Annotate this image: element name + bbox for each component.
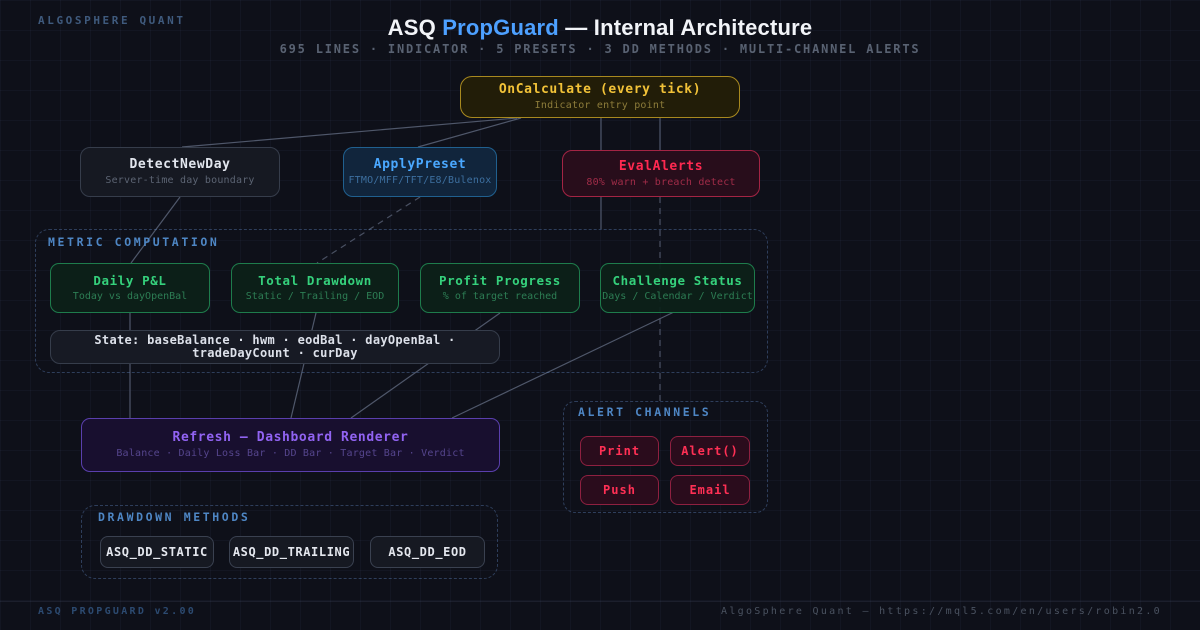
dd-method-trailing-chip[interactable]: ASQ_DD_TRAILING — [229, 536, 354, 568]
state-variables-box: State: baseBalance · hwm · eodBal · dayO… — [50, 330, 500, 364]
node-daily-pnl-subtitle: Today vs dayOpenBal — [72, 291, 188, 302]
page-title: ASQ PropGuard — Internal Architecture — [0, 15, 1200, 41]
node-applypreset-title: ApplyPreset — [373, 157, 467, 172]
metric-computation-label: METRIC COMPUTATION — [48, 235, 220, 249]
state-variables-text: State: baseBalance · hwm · eodBal · dayO… — [94, 332, 456, 360]
node-total-drawdown: Total Drawdown Static / Trailing / EOD — [231, 263, 399, 313]
footer-version: ASQ PROPGUARD v2.00 — [38, 606, 197, 617]
connector-detectnewday-dailypnl — [130, 196, 181, 264]
node-refresh-subtitle: Balance · Daily Loss Bar · DD Bar · Targ… — [116, 448, 465, 459]
title-prefix: ASQ — [387, 15, 443, 40]
node-profit-progress-title: Profit Progress — [439, 273, 561, 288]
node-total-drawdown-title: Total Drawdown — [258, 273, 372, 288]
node-challenge-status-title: Challenge Status — [612, 273, 743, 288]
alert-channel-alert-button[interactable]: Alert() — [670, 436, 750, 466]
alert-channel-email-button[interactable]: Email — [670, 475, 750, 505]
alert-channels-label: ALERT CHANNELS — [578, 405, 712, 419]
node-detectnewday: DetectNewDay Server-time day boundary — [80, 147, 280, 197]
node-challenge-status: Challenge Status Days / Calendar / Verdi… — [600, 263, 755, 313]
footer-divider — [0, 601, 1200, 602]
dd-method-static-chip[interactable]: ASQ_DD_STATIC — [100, 536, 214, 568]
drawdown-methods-label: DRAWDOWN METHODS — [98, 510, 251, 524]
node-challenge-status-subtitle: Days / Calendar / Verdict — [602, 291, 753, 302]
title-suffix: — Internal Architecture — [558, 15, 813, 40]
stats-subtitle: 695 LINES · INDICATOR · 5 PRESETS · 3 DD… — [279, 42, 921, 56]
alert-channels-section — [563, 401, 768, 513]
node-oncalculate-title: OnCalculate (every tick) — [498, 82, 702, 97]
node-profit-progress: Profit Progress % of target reached — [420, 263, 580, 313]
node-daily-pnl-title: Daily P&L — [93, 273, 167, 288]
alert-channel-print-button[interactable]: Print — [580, 436, 659, 466]
node-evalalerts-title: EvalAlerts — [618, 158, 704, 174]
node-detectnewday-title: DetectNewDay — [129, 157, 231, 172]
connector-oncalculate-detectnewday — [181, 117, 518, 148]
footer-credit-url: AlgoSphere Quant — https://mql5.com/en/u… — [721, 606, 1162, 617]
node-applypreset: ApplyPreset FTMO/MFF/TFT/E8/Bulenox — [343, 147, 497, 197]
alert-channel-push-button[interactable]: Push — [580, 475, 659, 505]
dd-method-eod-chip[interactable]: ASQ_DD_EOD — [370, 536, 485, 568]
node-evalalerts-subtitle: 80% warn + breach detect — [586, 176, 736, 188]
connector-applypreset-totaldrawdown — [316, 196, 421, 264]
node-profit-progress-subtitle: % of target reached — [442, 291, 558, 302]
title-product-name: PropGuard — [442, 15, 559, 40]
drawdown-methods-section — [81, 505, 498, 579]
node-detectnewday-subtitle: Server-time day boundary — [105, 175, 255, 186]
node-oncalculate-subtitle: Indicator entry point — [534, 100, 666, 111]
node-refresh-title: Refresh — Dashboard Renderer — [172, 430, 409, 445]
node-daily-pnl: Daily P&L Today vs dayOpenBal — [50, 263, 210, 313]
connector-challengestatus-refresh — [451, 311, 675, 419]
node-refresh-dashboard-renderer: Refresh — Dashboard Renderer Balance · D… — [81, 418, 500, 472]
connector-oncalculate-applypreset — [417, 117, 522, 148]
metric-computation-section — [35, 229, 768, 373]
node-applypreset-subtitle: FTMO/MFF/TFT/E8/Bulenox — [348, 175, 492, 186]
node-evalalerts: EvalAlerts 80% warn + breach detect — [562, 150, 760, 197]
node-total-drawdown-subtitle: Static / Trailing / EOD — [245, 291, 385, 302]
brand-label: ALGOSPHERE QUANT — [38, 14, 186, 27]
node-oncalculate: OnCalculate (every tick) Indicator entry… — [460, 76, 740, 118]
